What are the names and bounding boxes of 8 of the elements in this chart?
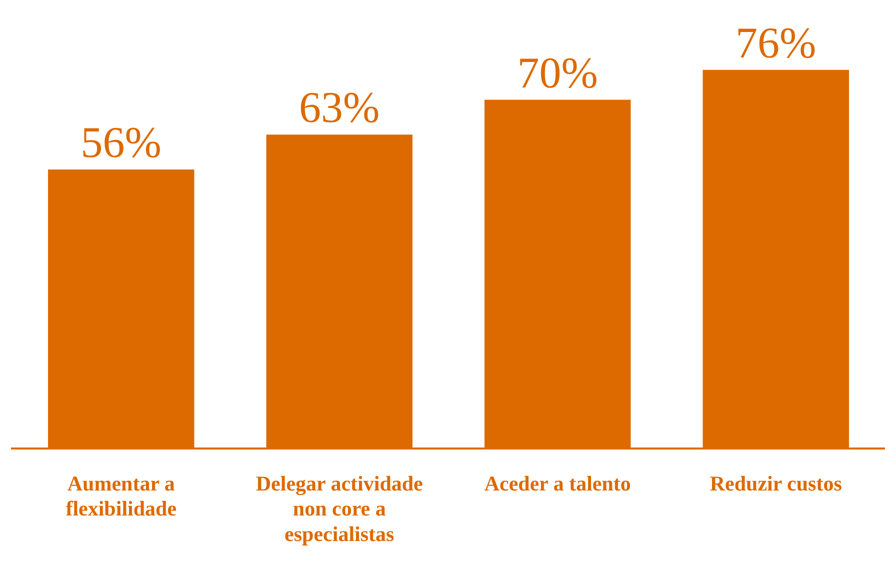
data-label: 76% [736,18,816,68]
data-label: 56% [80,118,162,168]
data-label: 63% [299,83,380,132]
data-label: 70% [517,48,598,98]
x-tick-label: Delegar actividade non core a especialistas [256,471,423,546]
x-tick-label: Reduzir custos [710,471,842,496]
x-tick-label: Aceder a talento [484,471,631,496]
x-tick-label: Aumentar a flexibilidade [66,471,177,521]
